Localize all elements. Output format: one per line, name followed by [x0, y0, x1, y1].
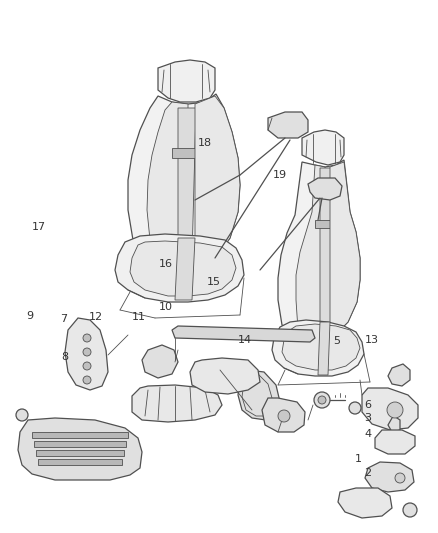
Polygon shape	[375, 430, 415, 454]
Text: 3: 3	[364, 414, 371, 423]
Text: 2: 2	[364, 469, 371, 478]
Text: 19: 19	[272, 170, 286, 180]
Polygon shape	[296, 165, 325, 338]
Polygon shape	[132, 385, 222, 422]
Polygon shape	[172, 148, 200, 158]
Text: 15: 15	[207, 278, 221, 287]
Circle shape	[83, 376, 91, 384]
Polygon shape	[65, 318, 108, 390]
Polygon shape	[268, 112, 308, 138]
Polygon shape	[190, 358, 260, 394]
Text: 12: 12	[88, 312, 102, 322]
Text: 9: 9	[26, 311, 33, 320]
Text: 6: 6	[364, 400, 371, 410]
Polygon shape	[308, 178, 342, 200]
Circle shape	[278, 410, 290, 422]
Circle shape	[16, 409, 28, 421]
Polygon shape	[365, 462, 414, 492]
Polygon shape	[388, 364, 410, 386]
Circle shape	[83, 334, 91, 342]
Polygon shape	[388, 416, 400, 432]
Circle shape	[403, 503, 417, 517]
Polygon shape	[130, 241, 236, 296]
Polygon shape	[278, 160, 360, 338]
Circle shape	[83, 348, 91, 356]
Circle shape	[83, 362, 91, 370]
Polygon shape	[282, 324, 360, 370]
Polygon shape	[238, 370, 280, 420]
Text: 18: 18	[198, 138, 212, 148]
Polygon shape	[128, 94, 240, 262]
Circle shape	[314, 392, 330, 408]
Text: 4: 4	[364, 430, 371, 439]
Text: 14: 14	[237, 335, 251, 345]
Polygon shape	[262, 398, 305, 432]
Polygon shape	[36, 450, 124, 456]
Polygon shape	[172, 326, 315, 342]
Text: 11: 11	[132, 312, 146, 322]
Circle shape	[349, 402, 361, 414]
Text: 17: 17	[32, 222, 46, 231]
Polygon shape	[195, 96, 240, 258]
Text: 1: 1	[355, 455, 362, 464]
Polygon shape	[272, 320, 364, 376]
Polygon shape	[32, 432, 128, 438]
Polygon shape	[362, 388, 418, 430]
Text: 8: 8	[61, 352, 68, 362]
Polygon shape	[147, 102, 188, 256]
Polygon shape	[18, 418, 142, 480]
Text: 16: 16	[159, 259, 173, 269]
Text: 10: 10	[159, 302, 173, 312]
Circle shape	[318, 396, 326, 404]
Polygon shape	[330, 162, 360, 334]
Polygon shape	[175, 238, 195, 300]
Text: 7: 7	[60, 314, 67, 324]
Polygon shape	[315, 220, 338, 228]
Text: 13: 13	[365, 335, 379, 345]
Polygon shape	[142, 345, 178, 378]
Circle shape	[395, 473, 405, 483]
Circle shape	[387, 402, 403, 418]
Polygon shape	[302, 130, 344, 165]
Polygon shape	[38, 459, 122, 465]
Polygon shape	[318, 322, 330, 375]
Polygon shape	[115, 234, 244, 302]
Polygon shape	[158, 60, 215, 102]
Polygon shape	[338, 488, 392, 518]
Text: 5: 5	[333, 336, 340, 346]
Polygon shape	[34, 441, 126, 447]
Polygon shape	[320, 168, 334, 336]
Polygon shape	[178, 108, 196, 258]
